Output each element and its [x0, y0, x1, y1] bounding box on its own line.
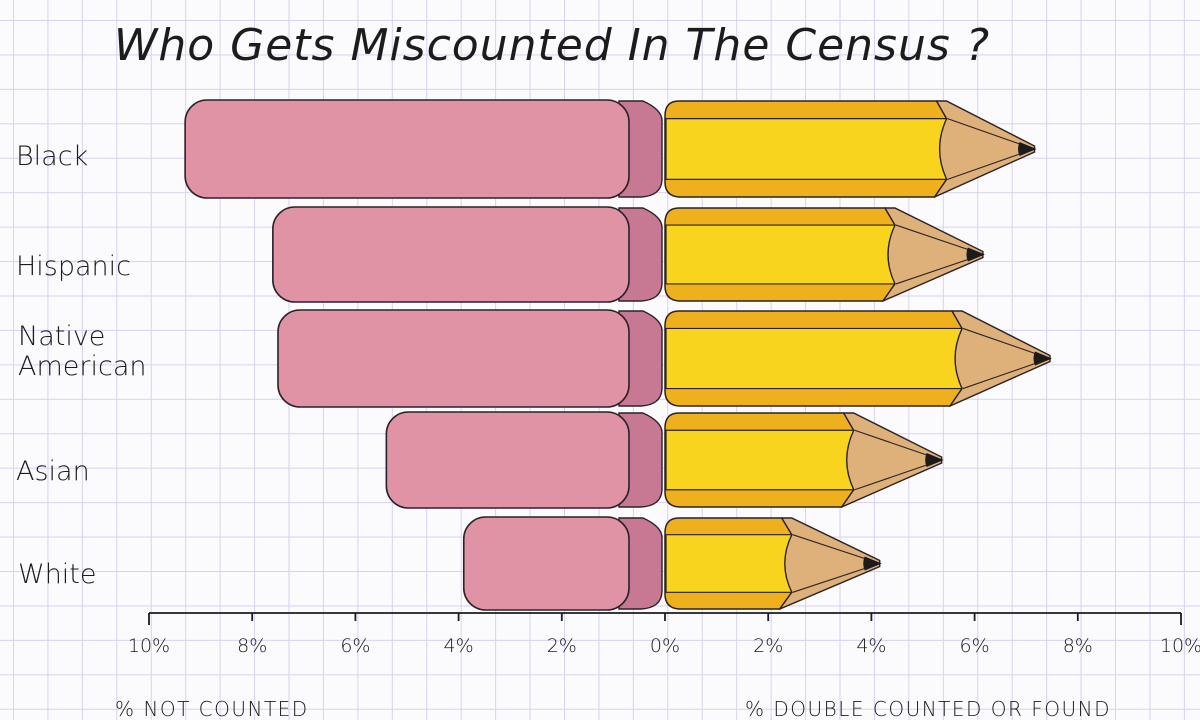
pencil-facet	[947, 118, 1023, 146]
x-tick-label-right-6: 6%	[960, 635, 990, 657]
pencil-face	[665, 429, 855, 491]
x-tick-label-right-8: 8%	[1063, 635, 1093, 657]
bar-not-counted-white	[462, 516, 663, 611]
row-label: Native American	[18, 321, 147, 382]
x-tick-label-right-2: 2%	[753, 635, 783, 657]
pencil-facet	[962, 327, 1039, 356]
pencil-lead	[966, 247, 985, 262]
x-tick-label-left-2: 2%	[547, 635, 577, 657]
bar-not-counted-native-american	[277, 309, 663, 408]
pencil-lead	[925, 453, 944, 467]
eraser-body	[462, 516, 630, 611]
left-axis-caption: % NOT COUNTED	[115, 697, 309, 720]
bar-double-counted-native-american	[664, 310, 1052, 408]
bar-double-counted-white	[664, 517, 882, 611]
bar-double-counted-hispanic	[664, 207, 985, 303]
pencil-facet	[792, 566, 868, 593]
bar-not-counted-hispanic	[272, 206, 663, 303]
pencil-lead	[863, 556, 882, 571]
pencil-lead	[1033, 351, 1052, 366]
x-tick-label-left-10: 10%	[128, 635, 170, 657]
x-tick-label-left-8: 8%	[237, 635, 267, 657]
pencil-facet	[962, 361, 1039, 390]
eraser-body	[184, 99, 630, 199]
pencil-face	[665, 327, 963, 390]
pencil-face	[665, 118, 948, 180]
pencil-facet	[895, 257, 972, 285]
bar-not-counted-asian	[385, 411, 663, 509]
pencil-facet	[792, 534, 868, 561]
row-label: Hispanic	[16, 251, 131, 282]
bar-not-counted-black	[184, 99, 663, 199]
pencil-facet	[947, 152, 1023, 180]
pencil-facet	[854, 463, 930, 491]
eraser-body	[385, 411, 630, 509]
pencil-face	[665, 534, 793, 593]
eraser-body	[272, 206, 630, 303]
row-label: Black	[16, 141, 88, 172]
x-tick-label-left-6: 6%	[340, 635, 370, 657]
pencil-facet	[854, 429, 930, 457]
row-white: White	[18, 516, 882, 611]
pencil-face	[665, 224, 896, 285]
bar-double-counted-asian	[664, 412, 944, 509]
pencil-lead	[1018, 142, 1037, 156]
row-native-american: Native American	[18, 309, 1052, 408]
row-label: White	[18, 559, 97, 590]
right-axis-caption: % DOUBLE COUNTED OR FOUND	[745, 697, 1111, 720]
row-black: Black	[16, 99, 1037, 199]
row-hispanic: Hispanic	[16, 206, 985, 303]
bar-double-counted-black	[664, 100, 1037, 199]
bars-group: Black Hispanic Native American Asian White	[16, 99, 1052, 611]
row-asian: Asian	[16, 411, 944, 509]
pencil-facet	[895, 224, 972, 252]
x-tick-label-right-0: 0%	[650, 635, 680, 657]
x-tick-label-right-10: 10%	[1160, 635, 1200, 657]
x-tick-label-left-4: 4%	[444, 635, 474, 657]
x-tick-label-right-4: 4%	[856, 635, 886, 657]
eraser-body	[277, 309, 630, 408]
x-axis: 10% 8% 6% 4% 2% 0% 2% 4% 6% 8% 10%	[128, 612, 1200, 657]
chart-title: Who Gets Miscounted In The Census ?	[114, 20, 990, 71]
row-label: Asian	[16, 456, 90, 487]
